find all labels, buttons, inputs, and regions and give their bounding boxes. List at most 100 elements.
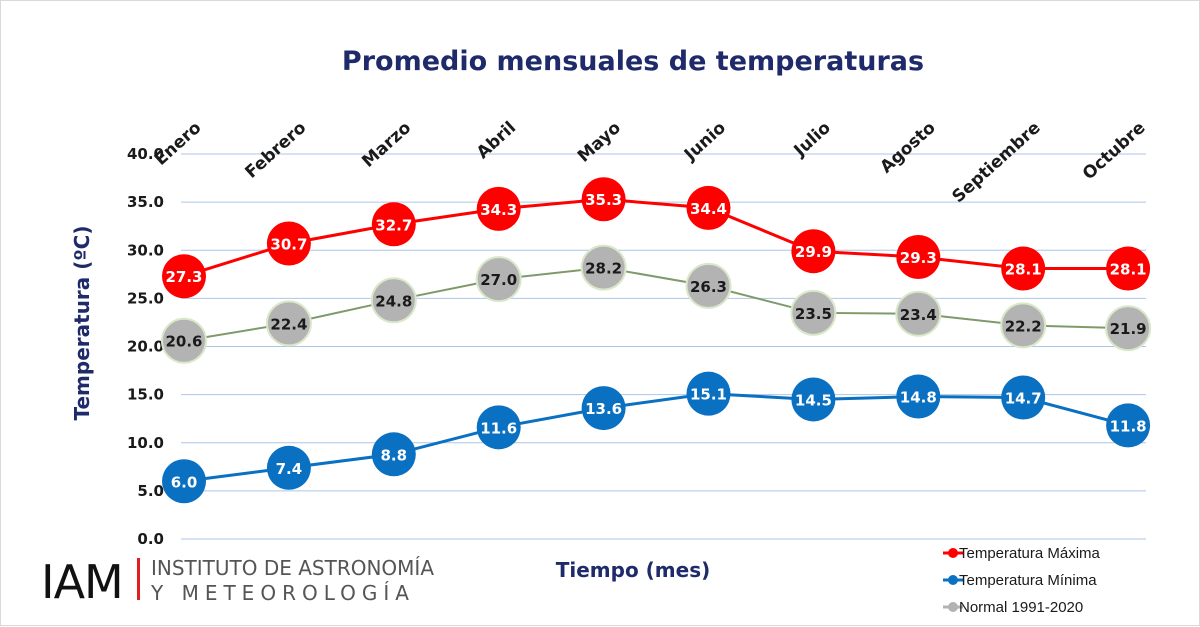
data-label: 14.5 xyxy=(795,391,832,409)
data-label: 29.9 xyxy=(795,243,832,261)
data-point xyxy=(896,374,941,419)
data-label: 6.0 xyxy=(171,473,198,491)
data-point xyxy=(371,202,416,247)
data-point xyxy=(895,290,942,337)
y-tick-label: 40.0 xyxy=(127,145,164,163)
data-label: 27.0 xyxy=(480,271,517,289)
x-tick-label: Julio xyxy=(790,118,835,161)
data-point xyxy=(1105,305,1152,352)
x-tick-label: Agosto xyxy=(877,118,940,178)
data-label: 26.3 xyxy=(690,278,727,296)
data-point xyxy=(265,300,312,347)
data-label: 23.5 xyxy=(795,305,832,323)
x-axis-month-labels: Enero Febrero Marzo Abril Mayo Junio Julio Agos… xyxy=(151,118,1150,207)
data-point xyxy=(581,177,626,222)
data-point xyxy=(791,377,836,422)
data-label: 15.1 xyxy=(690,386,727,404)
logo-line-1: INSTITUTO DE ASTRONOMÍA xyxy=(151,556,434,580)
data-point xyxy=(370,277,417,324)
legend-label: Normal 1991-2020 xyxy=(959,599,1083,616)
data-label: 21.9 xyxy=(1110,320,1147,338)
data-point xyxy=(581,386,626,431)
y-tick-label: 30.0 xyxy=(127,241,164,259)
data-point xyxy=(162,459,206,504)
logo-divider xyxy=(137,558,140,600)
y-tick-label: 0.0 xyxy=(137,530,164,548)
data-label: 11.8 xyxy=(1110,417,1147,435)
y-tick-label: 20.0 xyxy=(127,338,164,356)
series-0: 27.3 30.7 32.7 34.3 35.3 34.4 29.9 29.3 28.1 28.1 xyxy=(162,177,1151,299)
data-label: 34.3 xyxy=(480,201,517,219)
series-line xyxy=(183,197,1129,278)
y-tick-label: 5.0 xyxy=(137,482,164,500)
data-point xyxy=(685,262,732,309)
data-label: 7.4 xyxy=(276,460,303,478)
data-label: 28.2 xyxy=(585,260,622,278)
series-1: 20.6 22.4 24.8 27.0 28.2 26.3 23.5 23.4 22.2 21.9 xyxy=(161,244,1152,364)
series-2: 6.0 7.4 8.8 11.6 13.6 15.1 14.5 14.8 14.7 11.8 xyxy=(162,371,1151,504)
data-label: 29.3 xyxy=(900,249,937,267)
data-point xyxy=(475,256,522,303)
data-point xyxy=(1106,403,1151,448)
y-tick-label: 10.0 xyxy=(127,434,164,452)
data-point xyxy=(791,229,836,274)
data-label: 22.4 xyxy=(270,315,307,333)
data-point xyxy=(686,371,731,416)
data-point xyxy=(266,221,311,266)
data-label: 24.8 xyxy=(375,292,412,310)
data-label: 14.8 xyxy=(900,389,937,407)
y-axis-ticks: 0.0 5.0 10.0 15.0 20.0 25.0 30.0 35.0 40.0 xyxy=(127,145,164,548)
data-point xyxy=(1106,246,1151,291)
series-layer: 27.3 30.7 32.7 34.3 35.3 34.4 29.9 29.3 28.1 28.1… xyxy=(161,177,1152,504)
data-label: 35.3 xyxy=(585,191,622,209)
data-point xyxy=(476,405,521,450)
x-tick-label: Octubre xyxy=(1079,118,1149,184)
legend-swatch-marker xyxy=(948,602,958,612)
data-label: 28.1 xyxy=(1110,261,1147,279)
x-tick-label: Marzo xyxy=(358,118,415,172)
data-label: 23.4 xyxy=(900,306,937,324)
data-label: 13.6 xyxy=(585,400,622,418)
x-tick-label: Mayo xyxy=(574,118,625,167)
data-point xyxy=(266,445,311,490)
data-point xyxy=(162,254,206,299)
data-point xyxy=(896,234,941,279)
data-label: 20.6 xyxy=(165,333,202,351)
x-tick-label: Abril xyxy=(473,118,520,163)
x-tick-label: Enero xyxy=(151,118,205,170)
data-point xyxy=(790,289,837,336)
x-tick-label: Febrero xyxy=(241,118,310,183)
data-label: 14.7 xyxy=(1005,390,1042,408)
data-point xyxy=(1000,302,1047,349)
data-point xyxy=(371,432,416,477)
data-point xyxy=(580,244,627,291)
series-line xyxy=(183,392,1129,483)
data-point xyxy=(1001,246,1046,291)
data-label: 28.1 xyxy=(1005,261,1042,279)
y-tick-label: 15.0 xyxy=(127,386,164,404)
series-line xyxy=(183,266,1129,342)
logo-mark: IAM xyxy=(41,555,123,609)
y-tick-label: 25.0 xyxy=(127,289,164,307)
chart-title: Promedio mensuales de temperaturas xyxy=(342,46,924,77)
legend-label: Temperatura Máxima xyxy=(959,545,1101,562)
y-tick-label: 35.0 xyxy=(127,193,164,211)
x-tick-label: Septiembre xyxy=(948,118,1044,207)
legend-label: Temperatura Mínima xyxy=(959,572,1097,589)
data-point xyxy=(161,317,207,364)
data-label: 32.7 xyxy=(375,216,412,234)
y-axis-label: Temperatura (ºC) xyxy=(70,226,94,421)
legend-swatch-marker xyxy=(948,548,958,558)
data-point xyxy=(1001,375,1046,420)
data-label: 34.4 xyxy=(690,200,727,218)
data-label: 22.2 xyxy=(1005,317,1042,335)
x-tick-label: Junio xyxy=(680,118,730,166)
data-label: 27.3 xyxy=(165,268,202,286)
data-label: 8.8 xyxy=(381,446,408,464)
grid-lines xyxy=(181,153,1146,540)
data-point xyxy=(476,186,521,231)
logo-line-2: Y METEOROLOGÍA xyxy=(150,581,415,605)
data-point xyxy=(686,185,731,230)
